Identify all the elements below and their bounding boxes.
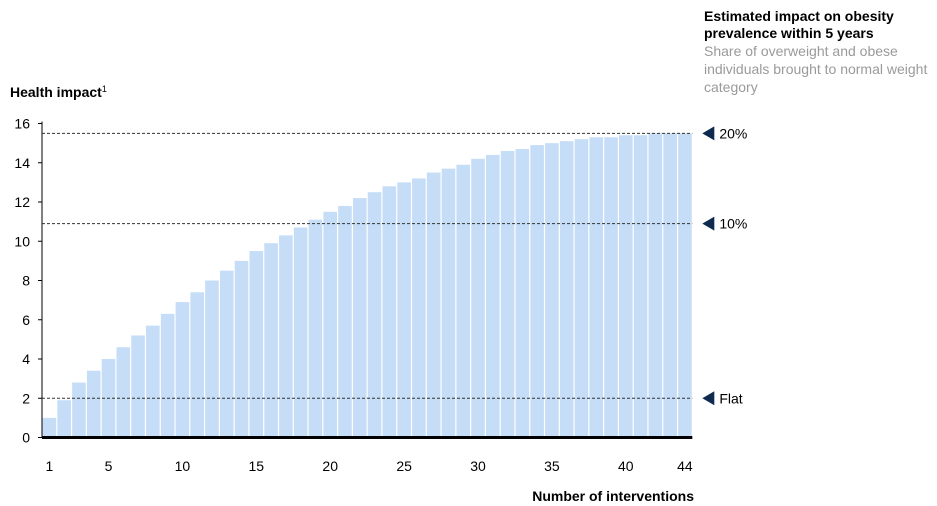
x-tick-label-30: 30: [470, 458, 486, 474]
bar-18: [293, 227, 308, 438]
bar-27: [426, 172, 441, 438]
bar-32: [500, 150, 515, 438]
y-tick-label-2: 2: [22, 390, 30, 406]
bar-30: [471, 158, 485, 438]
reference-marker-3: [702, 391, 715, 406]
y-tick-label-8: 8: [22, 273, 30, 289]
bar-40: [619, 135, 633, 438]
bar-9: [160, 313, 175, 438]
y-tick-label-0: 0: [22, 430, 30, 446]
y-tick-label-12: 12: [14, 194, 30, 210]
x-tick-label-15: 15: [249, 458, 265, 474]
bar-14: [234, 260, 249, 438]
bar-29: [456, 164, 471, 438]
x-tick-label-10: 10: [175, 458, 191, 474]
y-axis-footnote: 1: [101, 84, 107, 94]
bar-1: [42, 417, 57, 438]
y-axis-label-text: Health impact: [10, 84, 102, 100]
bar-39: [604, 137, 618, 438]
bar-38: [589, 137, 604, 438]
bar-20: [323, 211, 338, 438]
chart-title-block: Estimated impact on obesity prevalence w…: [704, 8, 934, 96]
bar-21: [338, 205, 352, 438]
bar-12: [205, 280, 219, 438]
bar-44: [678, 133, 692, 438]
y-tick-label-16: 16: [14, 116, 30, 132]
x-tick-label-25: 25: [396, 458, 412, 474]
reference-label-3: Flat: [719, 390, 742, 406]
bar-19: [308, 219, 323, 438]
x-tick-label-35: 35: [544, 458, 560, 474]
y-tick-label-14: 14: [14, 155, 30, 171]
bar-13: [219, 270, 234, 438]
bar-22: [352, 198, 367, 438]
bar-8: [146, 325, 160, 438]
bar-6: [116, 347, 131, 438]
bar-41: [633, 135, 648, 438]
reference-marker-1: [702, 126, 715, 141]
chart-title: Estimated impact on obesity prevalence w…: [704, 8, 894, 41]
bar-23: [367, 192, 382, 438]
bar-42: [648, 133, 663, 438]
bar-28: [441, 168, 456, 438]
reference-label-1: 20%: [719, 125, 747, 141]
bar-43: [663, 133, 677, 438]
y-tick-label-6: 6: [22, 312, 30, 328]
reference-label-2: 10%: [719, 216, 747, 232]
bar-4: [86, 370, 101, 438]
x-tick-label-40: 40: [618, 458, 634, 474]
bar-37: [574, 139, 589, 438]
bar-33: [515, 149, 530, 438]
y-tick-label-10: 10: [14, 233, 30, 249]
bar-10: [175, 302, 190, 438]
chart-subtitle: Share of overweight and obese individual…: [704, 43, 928, 95]
y-tick-label-4: 4: [22, 351, 30, 367]
bar-24: [382, 186, 397, 438]
x-tick-label-1: 1: [45, 458, 53, 474]
x-axis-label: Number of interventions: [532, 488, 694, 504]
bar-26: [412, 178, 426, 438]
bar-35: [545, 143, 559, 438]
x-tick-label-5: 5: [105, 458, 113, 474]
bar-36: [559, 141, 574, 438]
bar-31: [485, 154, 500, 438]
x-tick-label-44: 44: [677, 458, 693, 474]
bar-16: [264, 243, 278, 438]
bar-17: [279, 235, 293, 438]
x-tick-label-20: 20: [322, 458, 338, 474]
reference-marker-2: [702, 216, 715, 231]
bar-25: [397, 182, 411, 438]
bar-3: [72, 382, 86, 438]
bar-2: [57, 400, 71, 438]
bar-34: [530, 145, 544, 438]
bar-11: [190, 292, 204, 438]
y-axis-label: Health impact1: [10, 84, 107, 100]
bar-15: [249, 251, 264, 438]
bar-7: [131, 335, 145, 438]
